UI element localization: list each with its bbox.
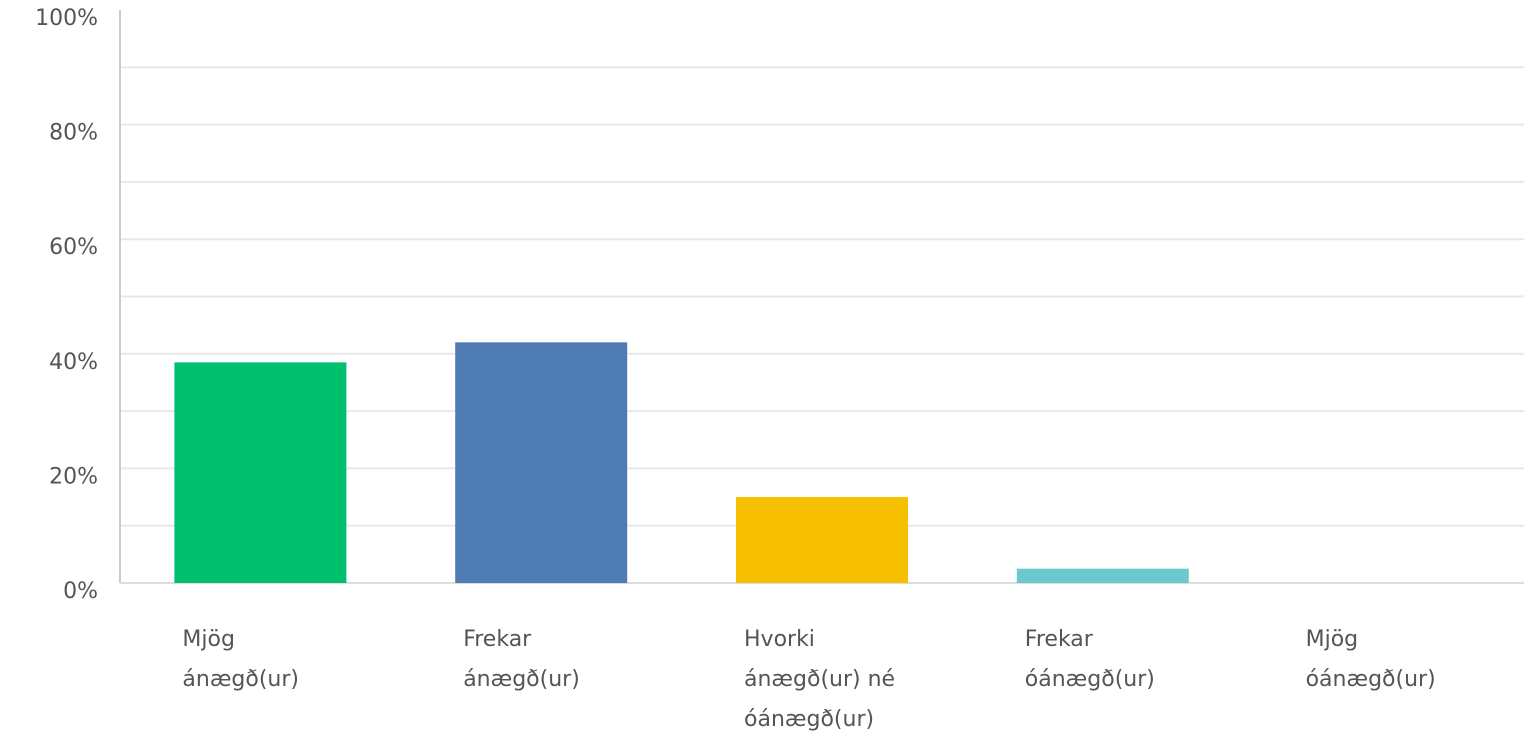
- y-tick-label: 100%: [35, 6, 98, 31]
- x-category-label: Mjög óánægð(ur): [1306, 627, 1436, 692]
- x-category-label: Frekar ánægð(ur): [463, 627, 580, 692]
- x-category-label-line: óánægð(ur): [1025, 667, 1155, 692]
- x-category-label-line: ánægð(ur): [463, 667, 580, 692]
- x-category-label-line: ánægð(ur) né: [744, 667, 895, 692]
- y-axis: 0% 20% 40% 60% 80% 100%: [35, 6, 1524, 604]
- x-category-label-line: Frekar: [463, 627, 532, 652]
- y-tick-label: 60%: [49, 235, 98, 260]
- x-category-label-line: Mjög: [1306, 627, 1359, 652]
- bar: [455, 342, 628, 583]
- y-tick-label: 20%: [49, 464, 98, 489]
- y-tick-label: 40%: [49, 350, 98, 375]
- x-category-label-line: óánægð(ur): [1306, 667, 1436, 692]
- x-category-label-line: ánægð(ur): [182, 667, 299, 692]
- y-tick-label: 80%: [49, 121, 98, 146]
- x-category-label-line: Hvorki: [744, 627, 815, 652]
- x-category-label-line: Mjög: [182, 627, 235, 652]
- bar: [736, 497, 908, 583]
- x-category-label-line: Frekar: [1025, 627, 1094, 652]
- x-category-label-line: óánægð(ur): [744, 707, 874, 732]
- bars: [174, 342, 1189, 583]
- gridlines: [120, 66, 1524, 527]
- x-category-label: Mjög ánægð(ur): [182, 627, 299, 692]
- x-axis-labels: Mjög ánægð(ur) Frekar ánægð(ur) Hvorki ánægð(…: [182, 627, 1435, 732]
- bar: [174, 362, 347, 583]
- x-category-label: Hvorki ánægð(ur) né óánægð(ur): [744, 627, 895, 732]
- y-tick-label: 0%: [63, 579, 98, 604]
- bar: [1016, 568, 1189, 583]
- x-category-label: Frekar óánægð(ur): [1025, 627, 1155, 692]
